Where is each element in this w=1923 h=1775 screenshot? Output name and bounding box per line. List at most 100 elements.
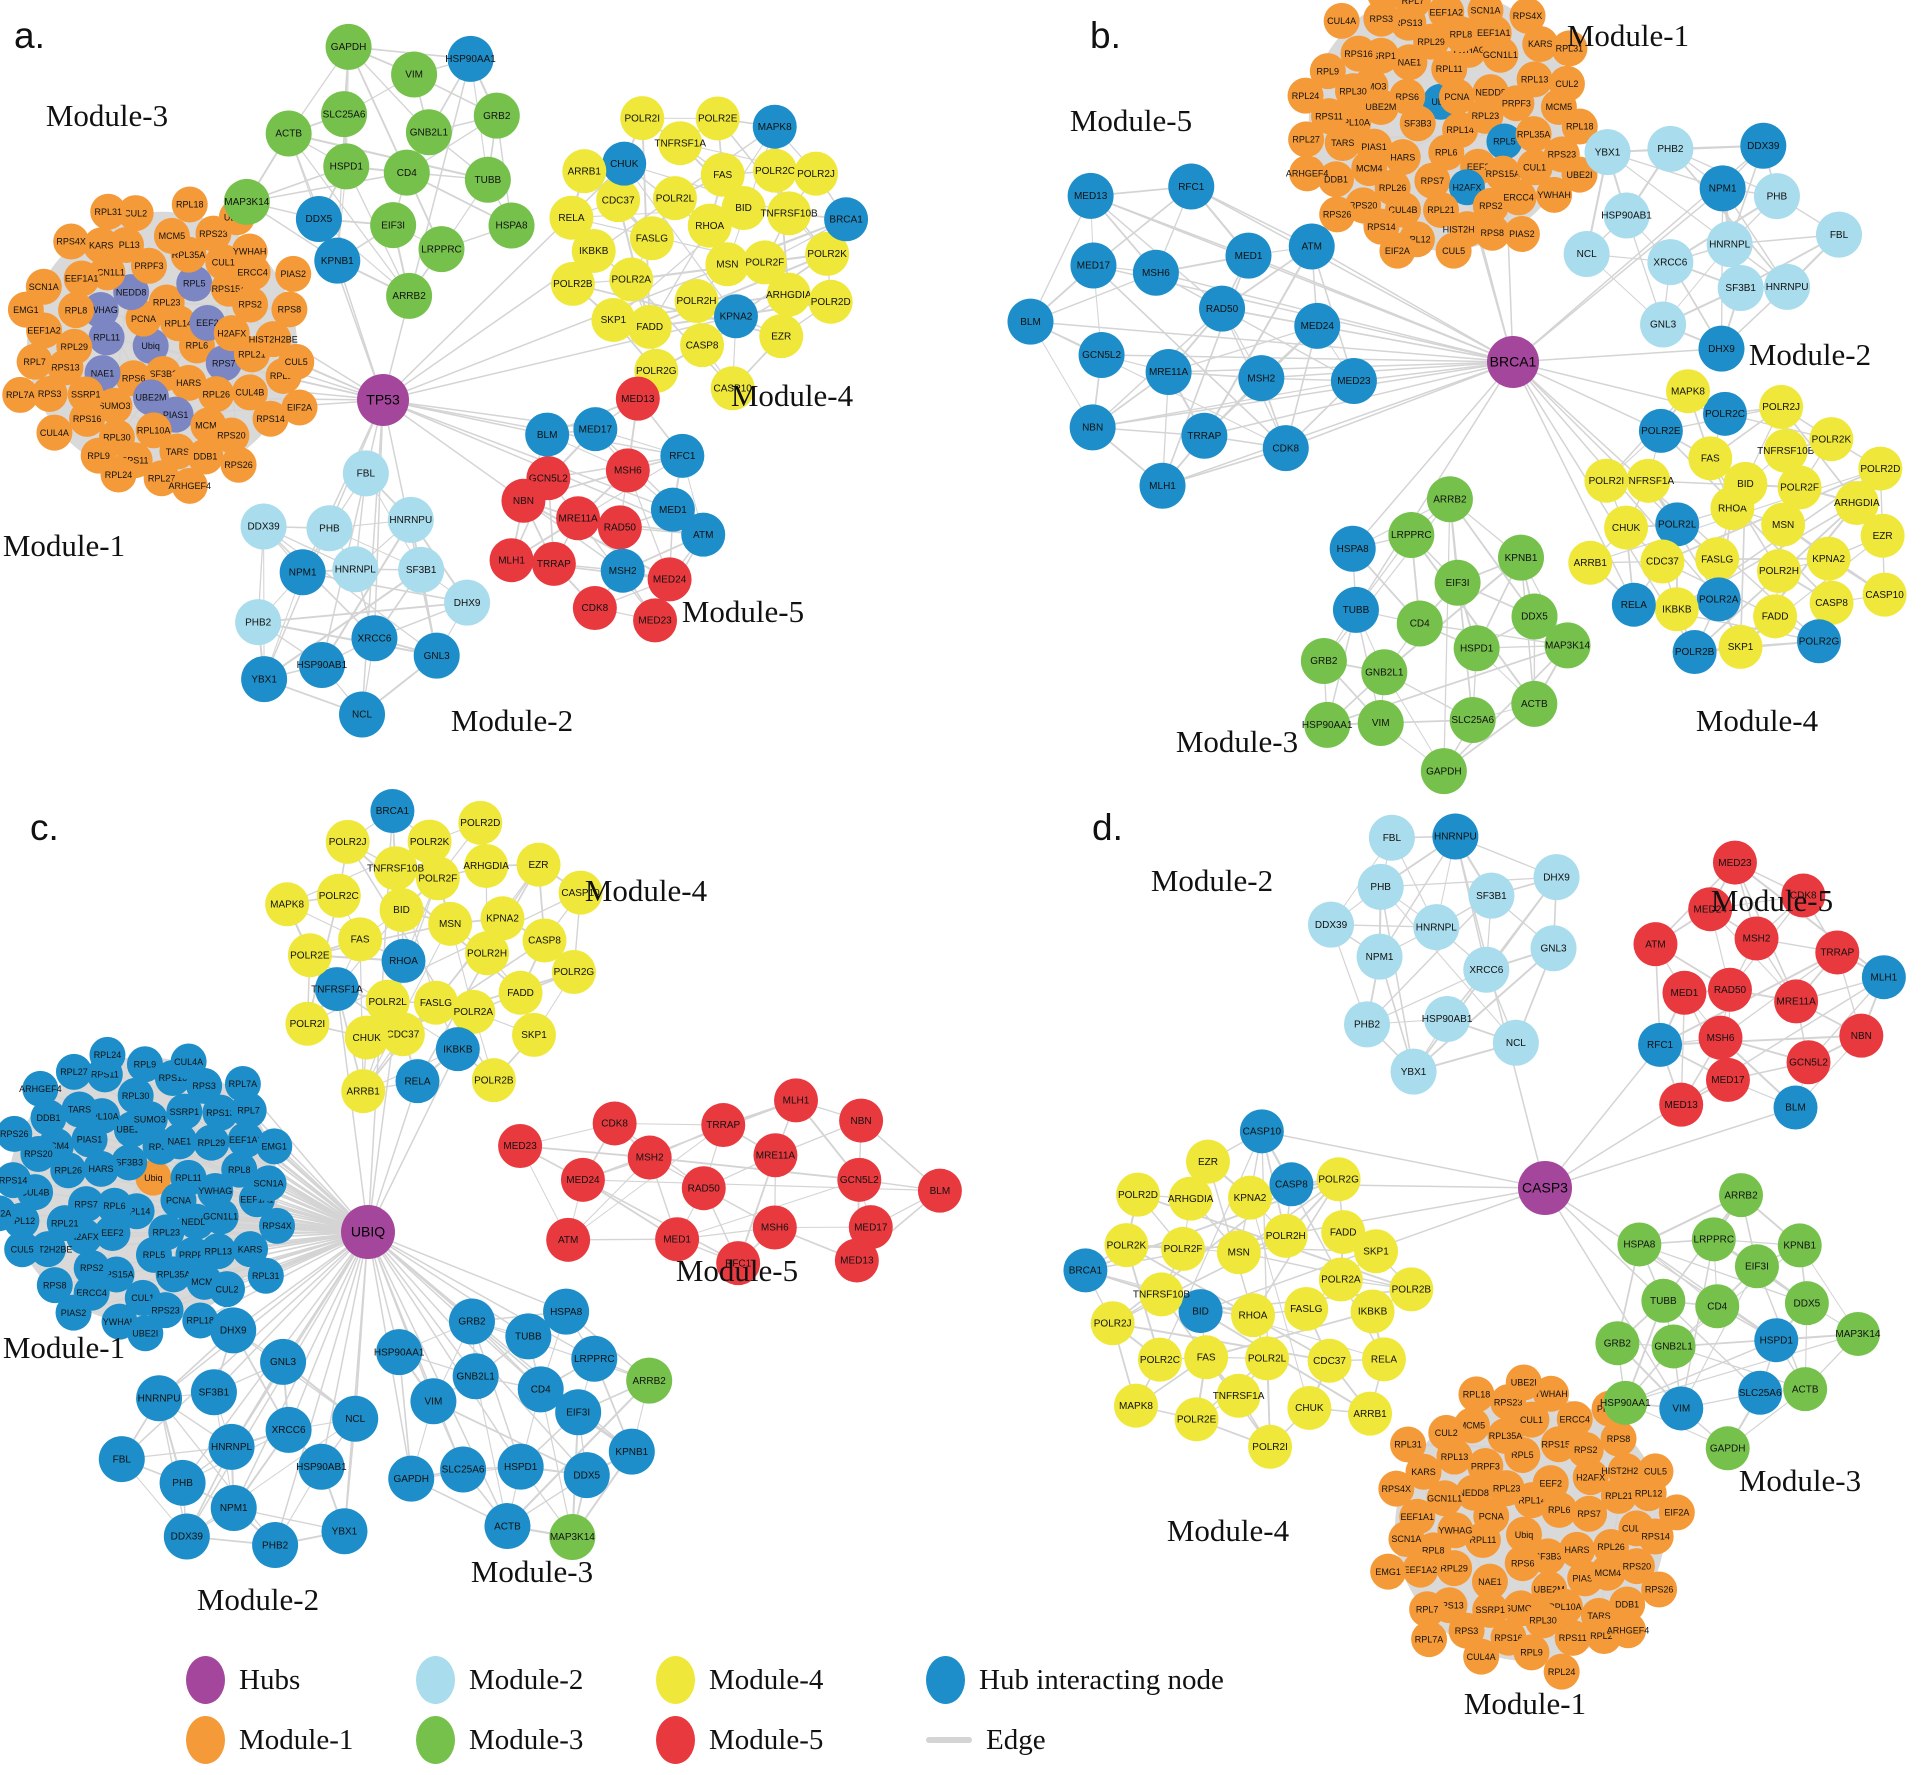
node-label: HSPD1 bbox=[330, 162, 364, 173]
node-label: BLM bbox=[930, 1186, 951, 1197]
node-label: ACTB bbox=[494, 1521, 521, 1532]
node-RELA: RELA bbox=[1361, 1337, 1406, 1382]
node-LRPPRC: LRPPRC bbox=[1691, 1217, 1736, 1262]
node-circle bbox=[447, 35, 494, 82]
node-DDX39: DDX39 bbox=[163, 1513, 210, 1560]
node-circle bbox=[1568, 540, 1613, 585]
node-label: RPL9 bbox=[87, 451, 110, 461]
edge bbox=[1249, 1197, 1310, 1409]
node-circle bbox=[1332, 586, 1379, 633]
node-RPL31: RPL31 bbox=[247, 1257, 284, 1294]
node-label: RPL11 bbox=[175, 1173, 202, 1183]
node-label: POLR2F bbox=[1780, 483, 1819, 494]
node-label: HARS bbox=[1390, 152, 1415, 162]
node-circle bbox=[241, 656, 288, 703]
node-label: SCN1A bbox=[254, 1179, 284, 1189]
node-MED23: MED23 bbox=[633, 598, 678, 643]
node-label: RAD50 bbox=[1206, 304, 1239, 315]
hub-edge bbox=[1544, 1044, 1661, 1189]
node-MAP3K14: MAP3K14 bbox=[1835, 1311, 1881, 1356]
node-label: RPS23 bbox=[199, 229, 228, 239]
node-circle bbox=[1753, 173, 1800, 220]
node-circle bbox=[752, 148, 797, 193]
node-label: HNRNPL bbox=[1709, 239, 1751, 250]
node-SCN1A: SCN1A bbox=[1467, 0, 1504, 29]
node-circle bbox=[1809, 580, 1854, 625]
node-FAS: FAS bbox=[700, 152, 745, 197]
node-MAPK8: MAPK8 bbox=[1666, 369, 1711, 414]
node-CUL4B: CUL4B bbox=[231, 374, 268, 411]
node-circle bbox=[517, 1366, 564, 1413]
node-circle bbox=[465, 931, 510, 976]
node-circle bbox=[1178, 1289, 1223, 1334]
hub-label: CASP3 bbox=[1522, 1180, 1568, 1196]
node-label: CUL4B bbox=[21, 1187, 50, 1197]
node-circle bbox=[1486, 123, 1523, 160]
node-label: RPS4X bbox=[262, 1221, 292, 1231]
node-VIM: VIM bbox=[1357, 699, 1404, 746]
hub-circle bbox=[1518, 1161, 1572, 1215]
node-circle bbox=[1640, 539, 1685, 584]
node-GCN5L2: GCN5L2 bbox=[837, 1157, 882, 1202]
node-circle bbox=[88, 319, 125, 356]
node-label: PHB2 bbox=[1657, 144, 1684, 155]
node-FAS: FAS bbox=[1688, 436, 1733, 481]
node-TARS: TARS bbox=[159, 433, 196, 470]
node-circle bbox=[1784, 1281, 1829, 1326]
node-circle bbox=[428, 901, 473, 946]
node-HNRNPL: HNRNPL bbox=[1413, 904, 1460, 951]
node-EEF1A2: EEF1A2 bbox=[1428, 0, 1465, 31]
node-MSH6: MSH6 bbox=[605, 448, 650, 493]
node-circle bbox=[1262, 425, 1309, 472]
node-label: RPL10A bbox=[85, 1111, 119, 1121]
node-KARS: KARS bbox=[232, 1231, 269, 1268]
node-circle bbox=[159, 1459, 206, 1506]
node-circle bbox=[171, 186, 208, 223]
node-HNRNPL: HNRNPL bbox=[1706, 221, 1753, 268]
node-label: DDX39 bbox=[171, 1532, 204, 1543]
node-label: TARS bbox=[1587, 1611, 1610, 1621]
node-label: EZR bbox=[771, 331, 791, 342]
node-label: ARHGEF4 bbox=[168, 481, 211, 491]
node-circle bbox=[1357, 699, 1404, 746]
node-SF3B1: SF3B1 bbox=[1717, 265, 1764, 312]
node-circle bbox=[187, 438, 224, 475]
node-label: TARS bbox=[166, 447, 189, 457]
node-CUL2: CUL2 bbox=[209, 1271, 246, 1308]
node-label: HNRNPU bbox=[389, 515, 432, 526]
node-circle bbox=[1435, 232, 1472, 269]
node-label: POLR2G bbox=[1799, 636, 1840, 647]
node-circle bbox=[620, 96, 665, 141]
node-RPS8: RPS8 bbox=[1600, 1420, 1637, 1457]
node-label: CUL1 bbox=[1523, 163, 1546, 173]
node-label: RFC1 bbox=[1647, 1040, 1674, 1051]
node-label: ATM bbox=[1302, 242, 1322, 253]
node-circle bbox=[1132, 249, 1179, 296]
node-GNB2L1: GNB2L1 bbox=[452, 1353, 499, 1400]
node-circle bbox=[1717, 265, 1764, 312]
node-label: MSH2 bbox=[1743, 934, 1771, 945]
node-label: KPNA2 bbox=[1812, 554, 1845, 565]
node-label: MAPK8 bbox=[758, 122, 792, 133]
node-label: IKBKB bbox=[1662, 604, 1692, 615]
node-PHB: PHB bbox=[159, 1459, 206, 1506]
node-MAPK8: MAPK8 bbox=[265, 882, 310, 927]
node-HSPD1: HSPD1 bbox=[1453, 625, 1500, 672]
node-label: RPS8 bbox=[43, 1280, 67, 1290]
edge bbox=[582, 1099, 797, 1181]
node-label: ARHGDIA bbox=[463, 861, 509, 872]
node-label: RPL21 bbox=[51, 1218, 79, 1228]
node-DHX9: DHX9 bbox=[444, 579, 491, 626]
node-MSH2: MSH2 bbox=[1238, 355, 1285, 402]
node-label: RFC1 bbox=[1178, 182, 1205, 193]
node-circle bbox=[1426, 1480, 1463, 1517]
node-circle bbox=[163, 1513, 210, 1560]
node-circle bbox=[1340, 35, 1377, 72]
node-circle bbox=[440, 1446, 487, 1493]
node-RPL7A: RPL7A bbox=[224, 1065, 261, 1102]
node-circle bbox=[498, 970, 543, 1015]
node-label: NEDD8 bbox=[116, 287, 147, 297]
node-label: EIF2A bbox=[0, 1208, 11, 1218]
node-label: ARRB2 bbox=[392, 291, 426, 302]
node-label: YWHAH bbox=[103, 1317, 137, 1327]
